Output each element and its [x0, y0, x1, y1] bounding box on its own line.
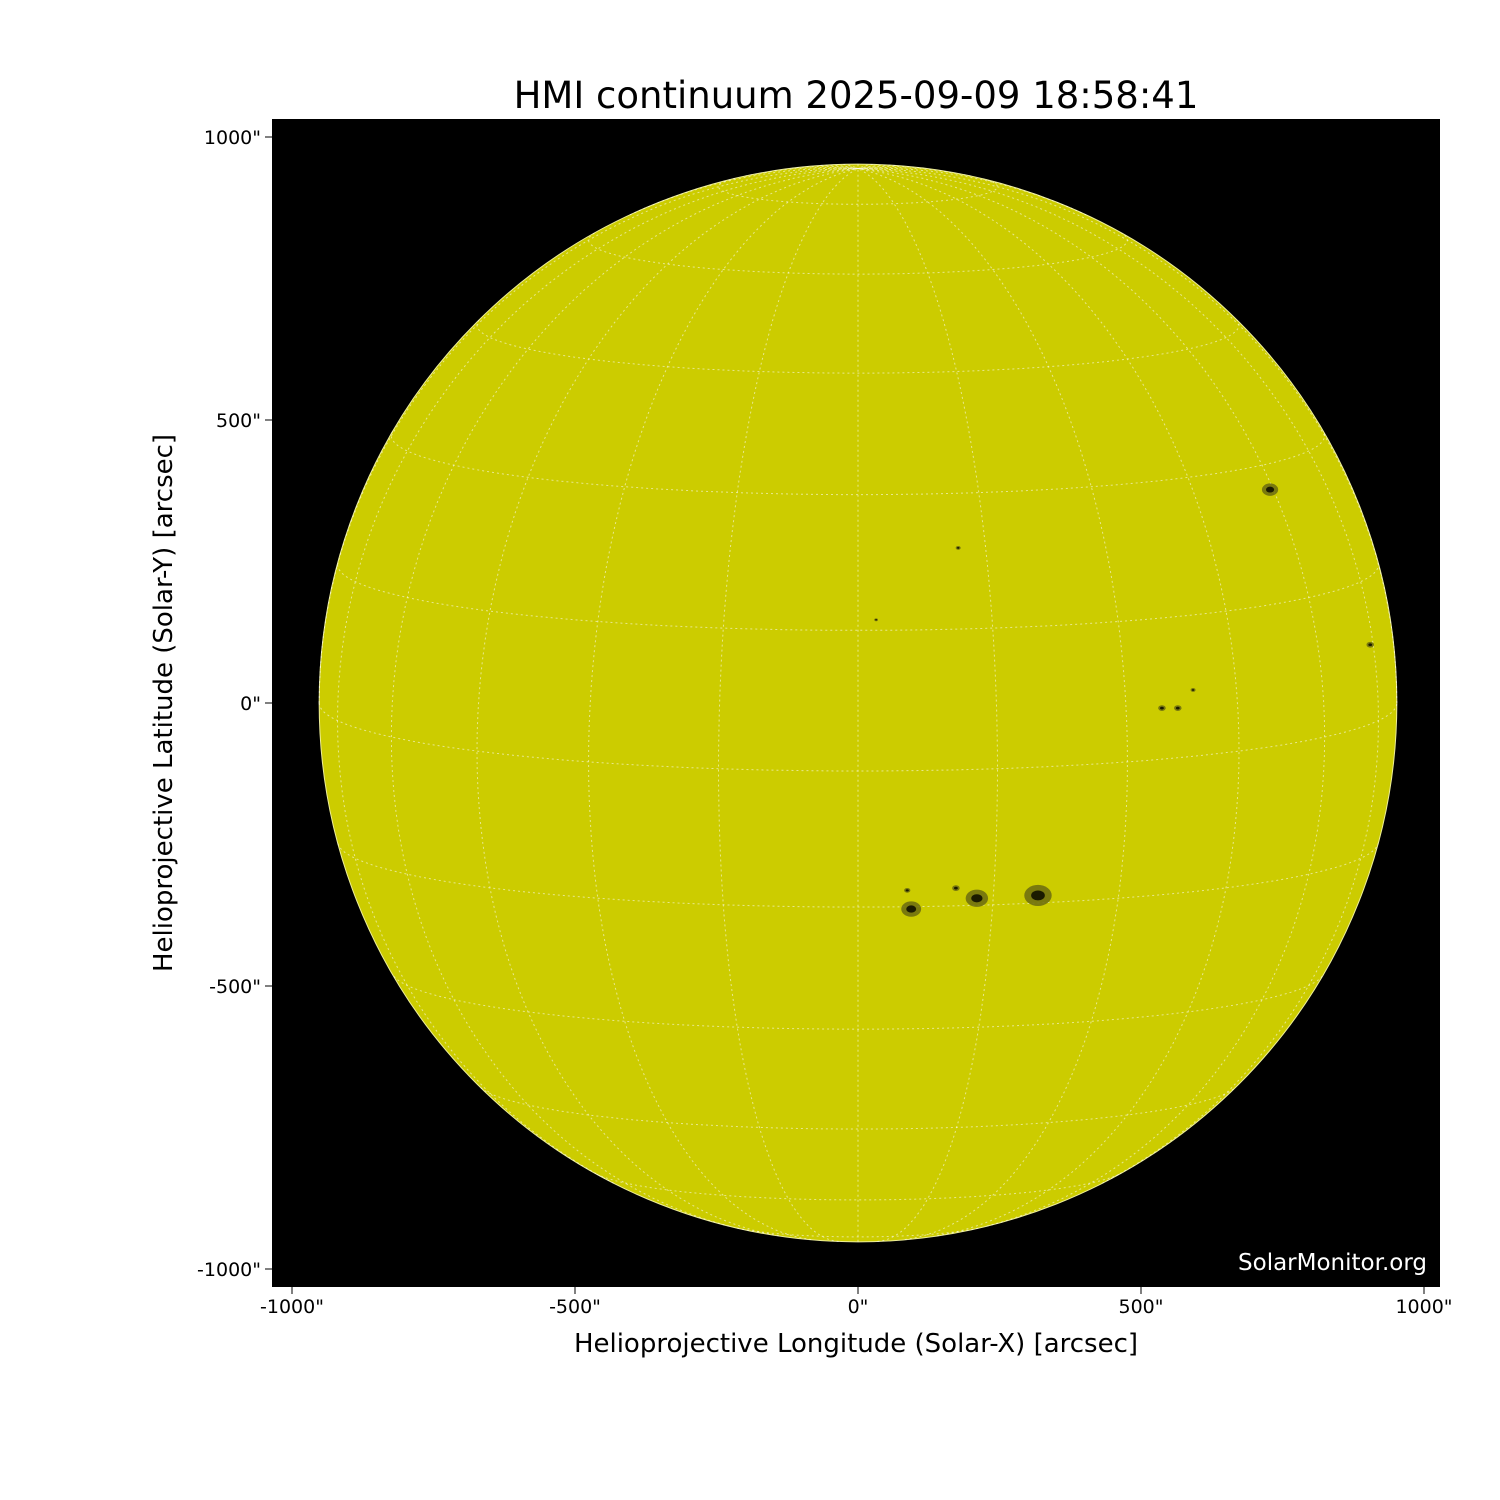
latitude-grid-line [480, 1087, 1236, 1130]
longitude-grid-line [629, 167, 859, 216]
latitude-grid-line [476, 319, 1240, 374]
longitude-grid-line [745, 166, 859, 177]
x-tick-label: 0" [848, 1296, 869, 1318]
longitude-grid-line [588, 168, 859, 1241]
x-tick-label: -500" [549, 1296, 601, 1318]
sunspot-umbra [1175, 706, 1180, 710]
longitude-grid-line [857, 168, 1398, 704]
y-tick-label: -500" [209, 976, 261, 998]
sunspot-umbra [905, 889, 909, 892]
sunspot-umbra [1266, 486, 1275, 493]
longitude-grid-line [390, 168, 859, 1227]
x-tick-label: -1000" [260, 1296, 324, 1318]
y-tick-label: 500" [216, 410, 261, 432]
y-axis-label: Helioprojective Latitude (Solar-Y) [arcs… [149, 434, 179, 972]
watermark: SolarMonitor.org [1238, 1250, 1427, 1276]
sunspot-umbra [1368, 643, 1373, 647]
latitude-grid-line [393, 976, 1323, 1030]
longitude-grid-line [857, 168, 999, 1242]
solar-disk [318, 163, 1398, 1243]
x-tick-label: 500" [1118, 1296, 1163, 1318]
sunspot-umbra [1160, 706, 1164, 710]
sunspot-umbra [971, 894, 983, 903]
longitude-grid-line [820, 164, 859, 169]
longitude-grid-line [717, 168, 859, 1242]
x-tick-label: 1000" [1395, 1296, 1452, 1318]
longitude-grid-line [791, 165, 859, 169]
sunspot-umbra [954, 886, 958, 890]
sunspot-umbra [1191, 689, 1195, 691]
x-axis-label: Helioprojective Longitude (Solar-X) [arc… [574, 1329, 1138, 1359]
latitude-grid-line [717, 177, 999, 205]
longitude-grid-line [857, 168, 1326, 1227]
sunspot-umbra [1031, 890, 1045, 901]
sunspot-umbra [956, 547, 960, 549]
sunspot-umbra [906, 905, 917, 913]
y-tick-label: -1000" [197, 1259, 261, 1281]
longitude-grid-line [857, 165, 925, 169]
longitude-grid-line [857, 168, 1128, 1241]
longitude-grid-line [857, 168, 1240, 1237]
longitude-grid-line [857, 166, 971, 177]
latitude-grid-line [737, 1227, 979, 1238]
y-tick-label: 0" [240, 693, 261, 715]
latitude-grid-line [337, 843, 1379, 908]
latitude-grid-line [588, 232, 1128, 275]
latitude-grid-line [390, 431, 1326, 496]
longitude-grid-line [318, 168, 859, 704]
longitude-grid-line [857, 164, 896, 169]
longitude-grid-line [857, 167, 1087, 216]
y-tick-label: 1000" [204, 127, 261, 149]
sunspot-umbra [875, 619, 878, 621]
chart-title: HMI continuum 2025-09-09 18:58:41 [513, 74, 1199, 117]
longitude-grid-line [476, 168, 859, 1237]
